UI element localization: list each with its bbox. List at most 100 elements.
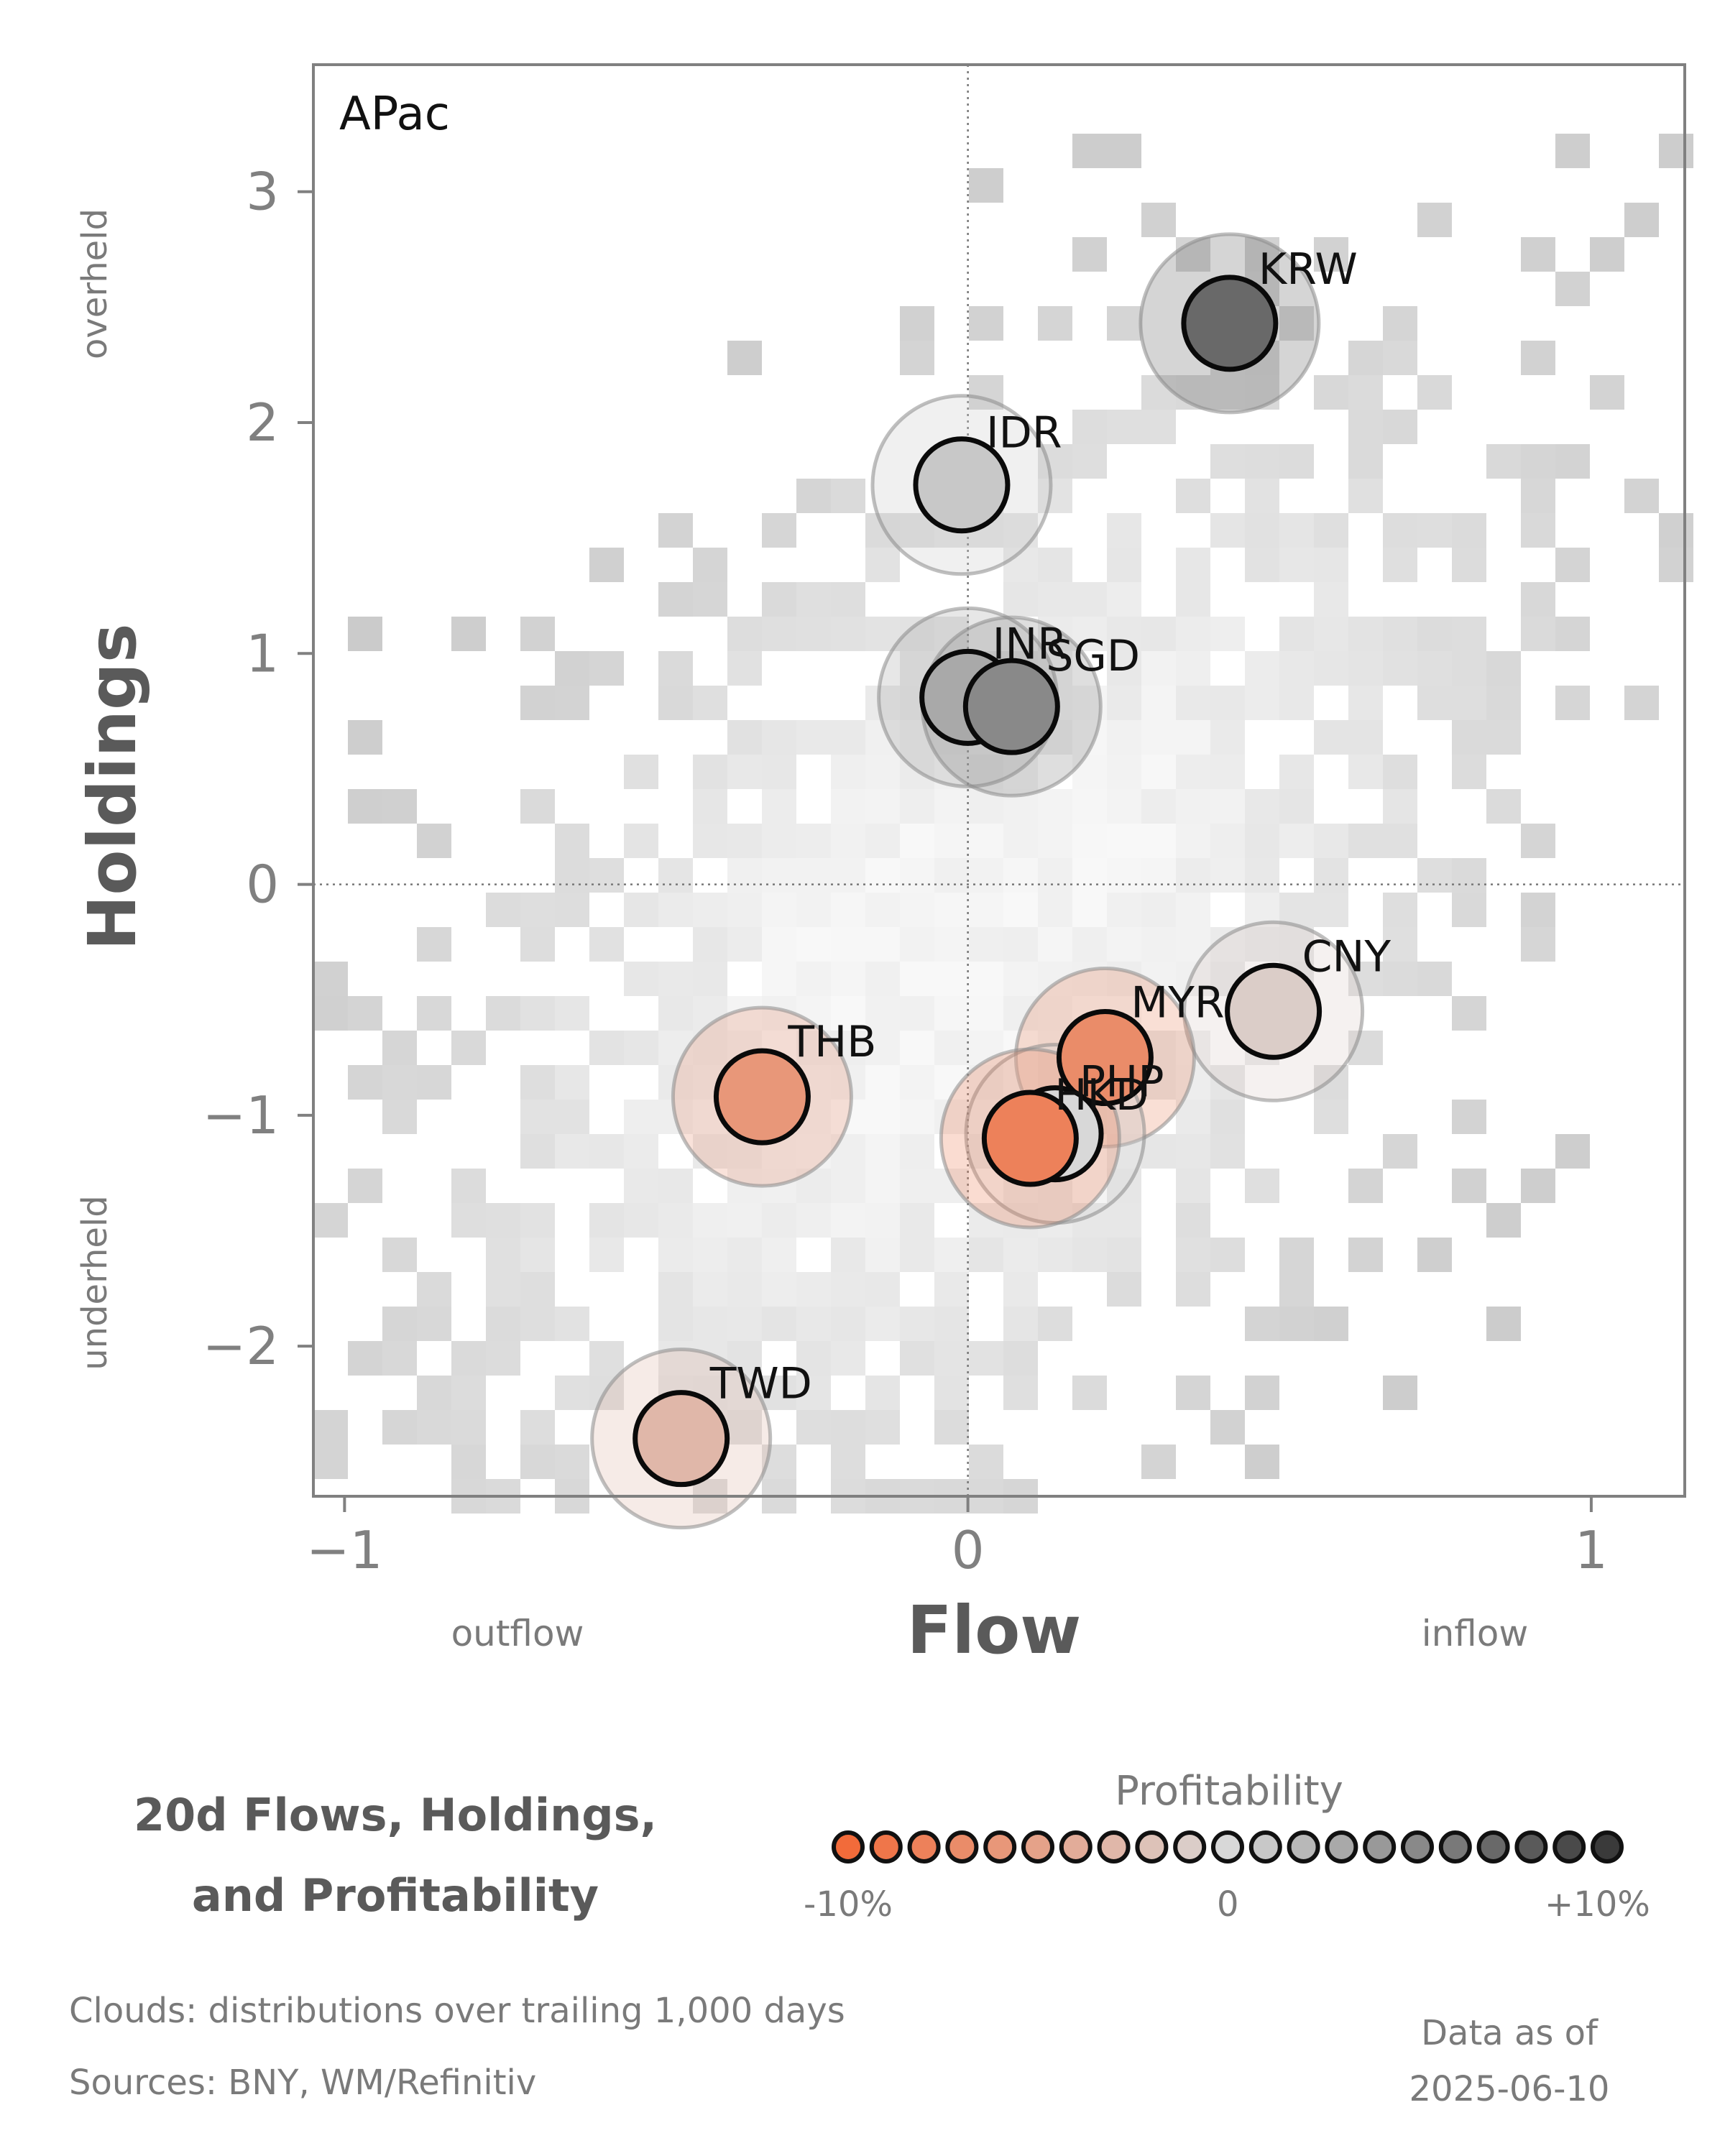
cloud-cell	[796, 1341, 831, 1376]
point-hkd	[981, 1089, 1079, 1187]
cloud-cell	[1003, 1238, 1038, 1272]
cloud-cell	[624, 824, 658, 858]
cloud-cell	[1176, 1134, 1210, 1169]
y-tick-label: 1	[246, 623, 279, 683]
cloud-cell	[1521, 513, 1555, 548]
cloud-cell	[1210, 375, 1245, 410]
cloud-cell	[1590, 237, 1624, 272]
cloud-cell	[1107, 927, 1141, 962]
cloud-cell	[417, 1065, 451, 1100]
cloud-cell	[1176, 582, 1210, 617]
cloud-cell	[1314, 1100, 1348, 1134]
x-tick-label: 0	[952, 1520, 985, 1580]
cloud-cell	[831, 962, 865, 996]
cloud-cell	[1176, 824, 1210, 858]
cloud-cell	[1659, 134, 1693, 168]
cloud-cell	[1348, 341, 1383, 375]
cloud-cell	[900, 824, 934, 858]
cloud-cell	[1003, 962, 1038, 996]
cloud-cell	[1072, 582, 1107, 617]
cloud-cell	[865, 858, 900, 893]
cloud-cell	[1314, 1307, 1348, 1341]
cloud-cell	[796, 893, 831, 927]
legend-dot	[1173, 1830, 1207, 1864]
cloud-cell	[693, 1272, 727, 1307]
chart-title-line-2: and Profitability	[191, 1869, 599, 1922]
cloud-cell	[1245, 824, 1279, 858]
cloud-cell	[1210, 858, 1245, 893]
cloud-cell	[1245, 479, 1279, 513]
cloud-cell	[727, 341, 762, 375]
cloud-cell	[1521, 444, 1555, 479]
cloud-cell	[1176, 1376, 1210, 1410]
cloud-cell	[451, 617, 486, 651]
cloud-cell	[348, 996, 382, 1031]
y-tick-label: 3	[246, 162, 279, 222]
cloud-cell	[1245, 927, 1279, 962]
cloud-cell	[1038, 789, 1072, 824]
plot-frame	[312, 63, 1686, 1498]
cloud-cell	[1279, 617, 1314, 651]
cloud-cell	[1176, 548, 1210, 582]
cloud-cell	[382, 1238, 417, 1272]
cloud-cell	[1624, 686, 1659, 720]
cloud-cell	[1486, 789, 1521, 824]
cloud-cell	[727, 858, 762, 893]
cloud-cell	[934, 1031, 969, 1065]
cloud-cell	[727, 1272, 762, 1307]
legend-dot	[1591, 1830, 1624, 1864]
cloud-cell	[624, 1169, 658, 1203]
cloud-cell	[520, 893, 555, 927]
cloud-cell	[831, 1410, 865, 1445]
cloud-cell	[1348, 479, 1383, 513]
x-tick-label: −1	[306, 1520, 382, 1580]
cloud-cell	[589, 858, 624, 893]
cloud-cell	[1348, 686, 1383, 720]
cloud-cell	[1383, 410, 1417, 444]
cloud-cell	[1176, 479, 1210, 513]
cloud-cell	[969, 1341, 1003, 1376]
cloud-cell	[1141, 617, 1176, 651]
cloud-cell	[865, 893, 900, 927]
cloud-cell	[969, 1238, 1003, 1272]
cloud-cell	[796, 927, 831, 962]
point-myr	[1056, 1009, 1154, 1107]
cloud-cell	[1072, 789, 1107, 824]
cloud-cell	[520, 927, 555, 962]
cloud-cell	[1348, 720, 1383, 755]
legend-dot	[1514, 1830, 1548, 1864]
cloud-cell	[900, 1065, 934, 1100]
cloud-cell	[900, 893, 934, 927]
cloud-cell	[520, 1100, 555, 1134]
cloud-cell	[1107, 1272, 1141, 1307]
cloud-cell	[831, 1307, 865, 1341]
legend-dot	[983, 1830, 1017, 1864]
legend-max-label: +10%	[1545, 1884, 1650, 1925]
cloud-cell	[1038, 996, 1072, 1031]
cloud-cell	[520, 1203, 555, 1238]
cloud-cell	[1038, 306, 1072, 341]
cloud-cell	[831, 824, 865, 858]
cloud-cell	[693, 927, 727, 962]
cloud-cell	[1210, 824, 1245, 858]
cloud-cell	[900, 341, 934, 375]
cloud-cell	[313, 1203, 348, 1238]
cloud-cell	[865, 996, 900, 1031]
cloud-cell	[1107, 410, 1141, 444]
cloud-cell	[1176, 789, 1210, 824]
cloud-cell	[658, 1203, 693, 1238]
cloud-cell	[417, 996, 451, 1031]
cloud-cell	[1314, 617, 1348, 651]
distribution-cloud	[313, 134, 1693, 1514]
cloud-cell	[520, 686, 555, 720]
cloud-cell	[382, 1100, 417, 1134]
cloud-cell	[1210, 617, 1245, 651]
cloud-cell	[348, 789, 382, 824]
cloud-cell	[658, 996, 693, 1031]
cloud-cell	[796, 824, 831, 858]
cloud-cell	[934, 893, 969, 927]
cloud-cell	[831, 1272, 865, 1307]
cloud-cell	[1107, 617, 1141, 651]
cloud-cell	[727, 824, 762, 858]
cloud-cell	[1072, 134, 1107, 168]
